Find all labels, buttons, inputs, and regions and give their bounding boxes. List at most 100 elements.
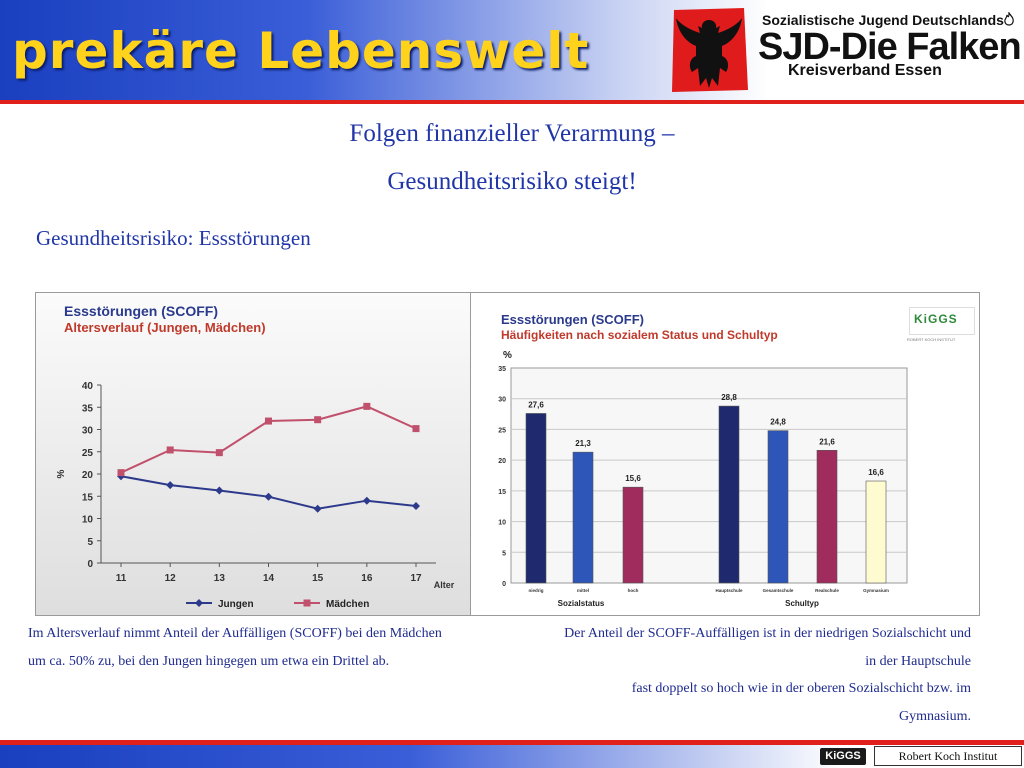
slide-heading-line1: Folgen finanzieller Verarmung – bbox=[349, 120, 675, 147]
y-tick-label: 5 bbox=[502, 550, 506, 557]
category-label: mittel bbox=[577, 588, 589, 593]
bar bbox=[622, 486, 644, 584]
data-point bbox=[265, 417, 272, 425]
y-tick-label: 15 bbox=[82, 492, 94, 503]
category-label: Realschule bbox=[815, 588, 839, 593]
y-tick-label: 25 bbox=[82, 448, 94, 459]
bar-value-label: 21,3 bbox=[575, 439, 591, 448]
group-label: Sozialstatus bbox=[558, 599, 605, 608]
bar-chart-panel: Essstörungen (SCOFF) Häufigkeiten nach s… bbox=[470, 292, 980, 616]
caption-left: Im Altersverlauf nimmt Anteil der Auffäl… bbox=[28, 626, 442, 669]
caption-right-line: Der Anteil der SCOFF-Auffälligen ist in … bbox=[564, 626, 971, 641]
bar-value-label: 16,6 bbox=[868, 468, 884, 477]
data-point bbox=[117, 469, 125, 477]
category-label: Hauptschule bbox=[715, 588, 743, 593]
group-label: Schultyp bbox=[785, 599, 819, 608]
data-point bbox=[412, 502, 420, 511]
org-name-line: Sozialistische Jugend Deutschlands bbox=[762, 12, 1004, 28]
line-chart-title: Essstörungen (SCOFF) bbox=[64, 303, 219, 319]
bar-chart: % 0 5 10 15 20 25 30 35 27,6 niedrig 21,3 mittel 15,6… bbox=[498, 350, 908, 608]
bar-chart-subtitle: Häufigkeiten nach sozialem Status und Sc… bbox=[501, 328, 778, 342]
bar bbox=[865, 480, 887, 584]
y-tick-label: 15 bbox=[498, 489, 506, 496]
y-tick-label: 40 bbox=[82, 381, 94, 392]
x-tick-label: 12 bbox=[165, 573, 177, 584]
slide-subheading: Gesundheitsrisiko: Essstörungen bbox=[36, 226, 311, 250]
series-line-mädchen bbox=[120, 405, 417, 474]
legend-label: Jungen bbox=[218, 599, 254, 610]
flame-icon bbox=[1004, 12, 1014, 26]
bar-value-label: 27,6 bbox=[528, 400, 544, 409]
y-tick-label: 30 bbox=[498, 397, 506, 404]
category-label: niedrig bbox=[528, 588, 543, 593]
x-tick-label: 15 bbox=[312, 573, 324, 584]
bar-value-label: 28,8 bbox=[721, 393, 737, 402]
footer-kiggs-logo: KiGGS bbox=[820, 748, 866, 765]
y-axis-label: % bbox=[56, 469, 67, 478]
footer-credit: Robert Koch Institut bbox=[874, 746, 1022, 766]
line-chart-subtitle: Altersverlauf (Jungen, Mädchen) bbox=[64, 320, 266, 335]
bar bbox=[572, 451, 594, 584]
y-tick-label: 20 bbox=[82, 470, 94, 481]
bar-value-label: 21,6 bbox=[819, 437, 835, 446]
org-subtitle: Kreisverband Essen bbox=[788, 62, 942, 79]
legend-marker bbox=[303, 599, 311, 607]
plot-area bbox=[510, 367, 908, 584]
y-tick-label: 20 bbox=[498, 458, 506, 465]
org-logo-text: SJD-Die Falken bbox=[758, 26, 1022, 68]
y-tick-label: 10 bbox=[498, 520, 506, 527]
data-point bbox=[166, 481, 175, 490]
x-tick-label: 13 bbox=[214, 573, 226, 584]
caption-right: Der Anteil der SCOFF-Auffälligen ist in … bbox=[476, 620, 971, 730]
y-tick-label: 25 bbox=[498, 427, 506, 434]
category-label: Gesamtschule bbox=[763, 588, 794, 593]
y-tick-label: 10 bbox=[82, 515, 94, 526]
y-tick-label: 35 bbox=[82, 403, 94, 414]
x-tick-label: 17 bbox=[410, 573, 422, 584]
caption-right-line: in der Hauptschule bbox=[865, 653, 971, 669]
kiggs-logo-text: KiGGS bbox=[914, 312, 958, 326]
line-chart-panel: Essstörungen (SCOFF) Altersverlauf (Jung… bbox=[35, 292, 471, 616]
slide-heading-line2: Gesundheitsrisiko steigt! bbox=[387, 168, 637, 195]
data-point bbox=[215, 486, 224, 495]
y-tick-label: 0 bbox=[502, 581, 506, 588]
category-label: hoch bbox=[628, 588, 639, 593]
bar bbox=[718, 405, 740, 584]
x-tick-label: 16 bbox=[361, 573, 373, 584]
bar-chart-title: Essstörungen (SCOFF) bbox=[501, 312, 645, 327]
data-point bbox=[362, 496, 371, 505]
bar bbox=[767, 430, 789, 584]
rki-small-label: ROBERT KOCH INSTITUT bbox=[907, 337, 956, 342]
legend-label: Mädchen bbox=[326, 599, 369, 610]
bar bbox=[525, 413, 547, 584]
x-axis-label: Alter bbox=[434, 580, 455, 590]
data-point bbox=[313, 504, 322, 513]
falcon-logo-icon bbox=[672, 8, 748, 92]
series-line-jungen bbox=[120, 475, 417, 510]
header-banner bbox=[0, 0, 1024, 100]
bar-value-label: 15,6 bbox=[625, 474, 641, 483]
y-tick-label: 5 bbox=[87, 537, 93, 548]
y-axis-label: % bbox=[503, 350, 512, 361]
header-divider bbox=[0, 100, 1024, 104]
footer-divider bbox=[0, 740, 1024, 745]
bar-value-label: 24,8 bbox=[770, 418, 786, 427]
x-tick-label: 11 bbox=[116, 573, 127, 584]
kiggs-badge: KiGGS bbox=[909, 307, 975, 335]
legend-marker bbox=[195, 599, 203, 607]
data-point bbox=[166, 446, 174, 454]
footer-bar bbox=[0, 745, 1024, 768]
data-point bbox=[363, 402, 371, 410]
presentation-title: prekäre Lebenswelt bbox=[12, 22, 590, 80]
bar bbox=[816, 450, 838, 584]
caption-right-line: Gymnasium. bbox=[899, 708, 971, 724]
y-tick-label: 30 bbox=[82, 426, 94, 437]
category-label: Gymnasium bbox=[863, 588, 889, 593]
data-point bbox=[412, 425, 420, 433]
line-chart: 0 5 10 15 20 25 30 35 40 11 12 13 14 15 16 17 Alter% Jung… bbox=[56, 381, 455, 610]
caption-right-line: fast doppelt so hoch wie in der oberen S… bbox=[631, 681, 971, 696]
data-point bbox=[264, 492, 273, 501]
x-tick-label: 14 bbox=[263, 573, 275, 584]
y-tick-label: 0 bbox=[87, 559, 93, 570]
data-point bbox=[215, 449, 223, 457]
